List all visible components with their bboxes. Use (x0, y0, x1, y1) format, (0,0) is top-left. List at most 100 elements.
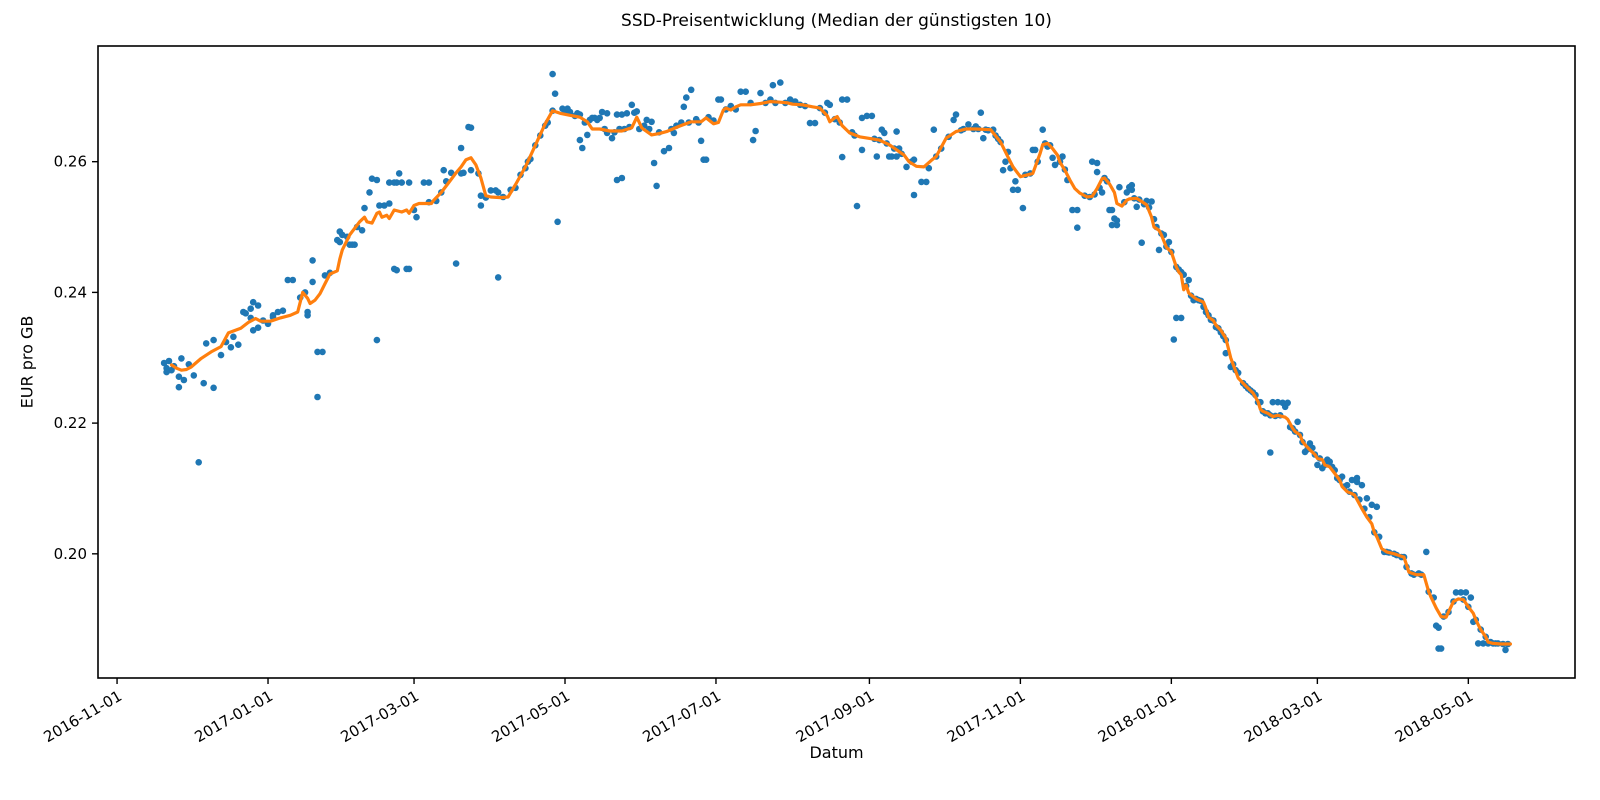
scatter-point (868, 112, 876, 120)
scatter-point (853, 202, 861, 210)
x-axis-title: Datum (809, 743, 864, 762)
scatter-point (1074, 224, 1081, 231)
scatter-point (1059, 153, 1066, 160)
scatter-point (838, 153, 846, 161)
y-tick-label: 0.24 (54, 283, 87, 301)
scatter-point (1437, 645, 1445, 652)
scatter-point (1462, 589, 1470, 596)
scatter-point (467, 166, 475, 174)
scatter-point (1138, 239, 1145, 246)
scatter-point (361, 204, 368, 212)
scatter-point (190, 372, 198, 379)
scatter-point (1343, 481, 1351, 489)
scatter-point (1358, 481, 1366, 489)
scatter-point (457, 144, 465, 152)
scatter-point (1474, 640, 1482, 647)
scatter-point (826, 101, 834, 109)
scatter-point (202, 340, 210, 347)
scatter-point (373, 176, 381, 184)
scatter-point (910, 156, 918, 163)
scatter-point (279, 307, 287, 315)
scatter-point (1353, 474, 1361, 482)
scatter-point (227, 344, 235, 351)
scatter-point (1002, 158, 1009, 165)
scatter-point (1014, 186, 1022, 194)
scatter-point (888, 153, 895, 160)
scatter-point (487, 187, 495, 194)
scatter-point (1467, 594, 1475, 601)
scatter-point (165, 357, 173, 365)
scatter-point (210, 384, 217, 392)
scatter-point (1502, 646, 1509, 654)
scatter-point (393, 179, 401, 186)
scatter-point (965, 121, 972, 128)
scatter-point (769, 81, 777, 89)
scatter-point (873, 153, 881, 160)
scatter-point (1069, 206, 1076, 214)
scatter-point (1348, 476, 1356, 484)
scatter-point (608, 134, 616, 142)
scatter-point (242, 310, 249, 317)
y-tick-label: 0.20 (54, 545, 87, 563)
scatter-point (1338, 473, 1346, 481)
scatter-point (786, 96, 794, 103)
scatter-point (687, 86, 695, 94)
scatter-point (405, 265, 413, 273)
scatter-point (1012, 178, 1019, 185)
scatter-point (413, 213, 420, 221)
scatter-point (618, 174, 626, 182)
scatter-point (460, 169, 467, 177)
scatter-point (650, 159, 658, 167)
scatter-point (304, 312, 311, 319)
scatter-point (925, 164, 933, 172)
scatter-point (1314, 461, 1321, 469)
scatter-point (319, 348, 326, 356)
scatter-point (200, 379, 207, 387)
scatter-point (405, 179, 413, 186)
scatter-point (249, 298, 257, 306)
scatter-point (254, 302, 262, 309)
scatter-point (881, 129, 888, 137)
scatter-point (1185, 276, 1192, 284)
x-tick-label: 2018-01-01 (1095, 687, 1180, 746)
x-tick-label: 2017-03-01 (338, 687, 423, 746)
scatter-point (1173, 314, 1180, 322)
scatter-point (1274, 398, 1282, 406)
scatter-point (235, 341, 242, 349)
scatter-point (618, 111, 626, 118)
scatter-point (1363, 495, 1371, 502)
scatter-point (1108, 221, 1116, 229)
scatter-point (1177, 314, 1185, 322)
scatter-point (893, 128, 900, 135)
scatter-point (336, 238, 344, 246)
scatter-point (230, 333, 237, 341)
scatter-point (1098, 189, 1106, 196)
median-line (169, 99, 1513, 646)
scatter-point (683, 94, 690, 101)
scatter-point (623, 110, 631, 117)
scatter-point (579, 144, 586, 152)
scatter-point (395, 170, 403, 177)
axes-spines (97, 45, 1576, 679)
scatter-point (702, 156, 710, 163)
scatter-point (977, 109, 985, 116)
scatter-point (274, 308, 282, 316)
scatter-point (598, 108, 606, 116)
scatter-point (1031, 146, 1039, 154)
scatter-point (1267, 449, 1274, 456)
scatter-point (1452, 589, 1460, 596)
scatter-point (452, 260, 460, 267)
scatter-point (665, 144, 673, 152)
scatter-point (1123, 189, 1131, 196)
scatter-point (247, 305, 254, 313)
scatter-point (1019, 204, 1027, 212)
scatter-point (697, 137, 705, 145)
scatter-point (249, 327, 257, 334)
scatter-point (1108, 206, 1116, 214)
scatter-point (584, 131, 591, 139)
scatter-point (918, 178, 925, 186)
x-tick-label: 2017-05-01 (489, 687, 574, 746)
scatter-point (549, 70, 556, 78)
scatter-point (1039, 126, 1046, 133)
